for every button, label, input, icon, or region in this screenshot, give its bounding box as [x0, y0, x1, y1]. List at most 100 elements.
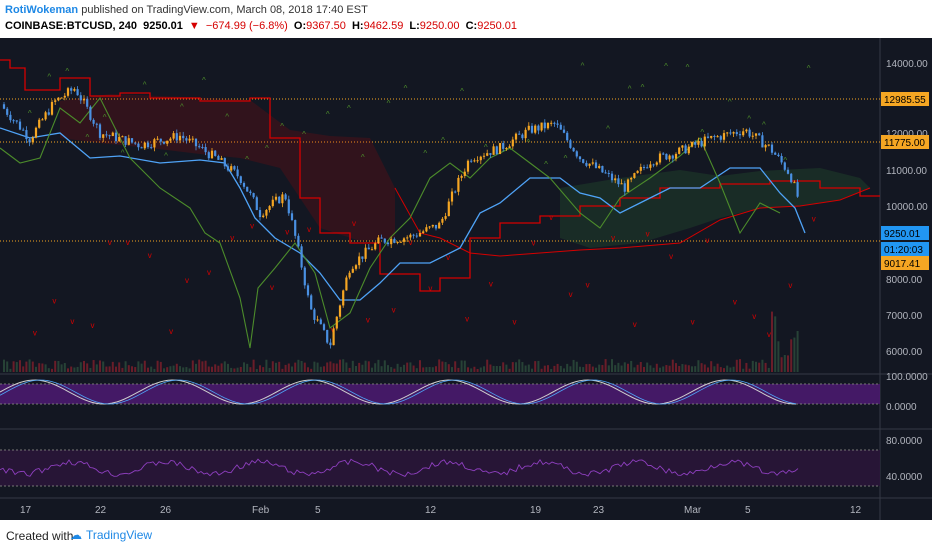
candle-body — [434, 224, 438, 229]
volume-bar — [620, 365, 623, 372]
volume-bar — [739, 359, 741, 372]
candle-body — [188, 138, 191, 141]
volume-bar — [543, 365, 546, 372]
volume-bar — [335, 363, 338, 372]
volume-bar — [732, 366, 735, 372]
candle-body — [118, 136, 121, 142]
price-tick-label: 10000.00 — [886, 202, 928, 213]
signal-marker-down: v — [428, 284, 432, 293]
volume-bar — [713, 366, 716, 372]
tradingview-logo[interactable]: ☁ TradingView — [70, 528, 152, 542]
candle-body — [428, 226, 431, 228]
candle-body — [402, 238, 406, 242]
volume-bar — [435, 366, 437, 372]
candle-body — [386, 242, 390, 245]
volume-bar — [767, 367, 770, 372]
volume-bar — [105, 366, 108, 372]
volume-bar — [764, 362, 767, 372]
candle-body — [44, 112, 47, 120]
volume-bar — [294, 362, 297, 372]
signal-marker-down: v — [90, 321, 94, 330]
volume-bar — [665, 365, 668, 372]
volume-bar — [291, 366, 293, 372]
price-tag — [881, 242, 929, 256]
signal-marker-up: ^ — [700, 128, 704, 137]
chart-area[interactable]: ^ v ^ v ^ v ^ v ^ v ^ v ^ v ^ v ^ v ^ v ^ v ^ v ^ v ^ v ^ v ^ v ^ v ^ v ^ v ^ v… — [0, 38, 932, 520]
candle-body — [409, 234, 412, 238]
candle-body — [774, 152, 777, 155]
symbol-label[interactable]: COINBASE:BTCUSD, 240 — [5, 20, 138, 32]
volume-bar — [83, 360, 85, 372]
candle-body — [121, 136, 124, 138]
candle-body — [159, 138, 162, 142]
candle-body — [415, 235, 418, 237]
time-tick-label: 12 — [850, 505, 862, 516]
volume-bar — [585, 364, 588, 372]
candle-body — [591, 162, 594, 164]
author-link[interactable]: RotiWokeman — [5, 4, 79, 16]
volume-bar — [572, 359, 575, 372]
footer: Created with ☁ TradingView — [0, 520, 932, 550]
volume-bar — [460, 360, 463, 372]
volume-bar — [492, 365, 495, 372]
volume-bar — [313, 361, 316, 372]
volume-bar — [47, 368, 50, 372]
candle-body — [95, 123, 98, 125]
candle-body — [745, 129, 748, 132]
signal-marker-down: v — [489, 280, 493, 289]
signal-marker-down: v — [633, 320, 637, 329]
volume-bar — [169, 366, 172, 372]
chart-canvas[interactable]: ^ v ^ v ^ v ^ v ^ v ^ v ^ v ^ v ^ v ^ v ^ v ^ v ^ v ^ v ^ v ^ v ^ v ^ v ^ v ^ v… — [0, 38, 932, 520]
volume-bar — [406, 362, 409, 372]
candle-body — [463, 171, 466, 176]
time-tick-label: 26 — [160, 505, 172, 516]
candle-body — [793, 182, 796, 184]
candle-body — [86, 98, 89, 107]
volume-bar — [316, 362, 319, 372]
signal-marker-up: ^ — [202, 76, 206, 85]
volume-bar — [252, 359, 255, 372]
candle-body — [751, 135, 754, 137]
volume-bar — [771, 311, 773, 372]
candle-body — [47, 112, 50, 115]
candle-body — [473, 160, 476, 162]
candle-body — [191, 138, 194, 140]
volume-bar — [307, 367, 309, 372]
candle-body — [124, 136, 127, 145]
candle-body — [79, 95, 82, 101]
time-tick-label: 5 — [315, 505, 321, 516]
time-tick-label: 12 — [425, 505, 437, 516]
signal-marker-down: v — [531, 239, 535, 248]
candle-body — [626, 179, 630, 192]
candle-body — [418, 233, 422, 237]
candle-body — [25, 130, 28, 140]
candle-body — [748, 129, 751, 137]
volume-bar — [531, 368, 533, 372]
volume-bar — [198, 359, 201, 372]
candle-body — [34, 127, 38, 138]
candle-body — [697, 140, 700, 145]
volume-bar — [681, 364, 684, 372]
signal-marker-up: ^ — [507, 146, 511, 155]
signal-marker-up: ^ — [361, 153, 365, 162]
volume-bar — [588, 363, 591, 372]
volume-bar — [86, 363, 89, 372]
volume-bar — [271, 361, 274, 372]
candle-body — [665, 153, 668, 160]
volume-bar — [63, 363, 66, 372]
signal-marker-up: ^ — [302, 130, 306, 139]
volume-bar — [233, 368, 236, 372]
volume-bar — [550, 368, 553, 372]
volume-bar — [726, 365, 729, 372]
volume-bar — [486, 359, 489, 372]
volume-bar — [156, 360, 159, 372]
volume-bar — [687, 365, 690, 372]
publish-line: RotiWokeman published on TradingView.com… — [5, 4, 368, 16]
signal-marker-up: ^ — [404, 84, 408, 93]
volume-bar — [566, 363, 569, 372]
candle-body — [127, 138, 130, 145]
volume-bar — [591, 366, 594, 372]
candle-body — [668, 155, 671, 160]
signal-marker-down: v — [270, 283, 274, 292]
signal-marker-down: v — [108, 238, 112, 247]
